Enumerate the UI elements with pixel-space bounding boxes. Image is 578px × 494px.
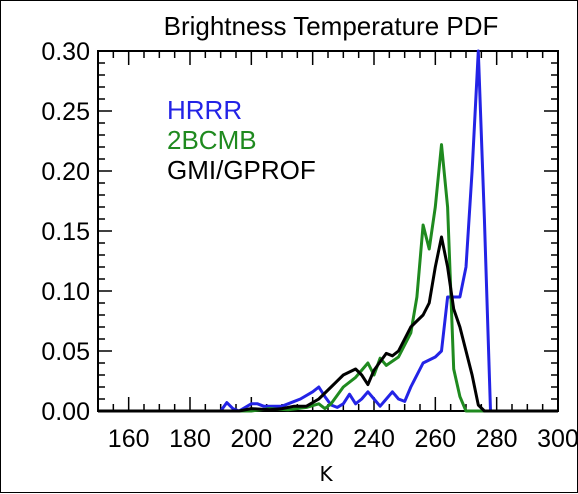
x-tick-label: 300	[537, 425, 578, 453]
y-tick-label: 0.00	[41, 398, 90, 426]
x-tick-label: 200	[230, 425, 272, 453]
y-tick-label: 0.15	[41, 218, 90, 246]
series-line-gmi-gprof	[98, 235, 558, 413]
legend-entry-gmi-gprof: GMI/GPROF	[167, 155, 316, 185]
x-tick-label: 180	[169, 425, 211, 453]
x-tick-label: 220	[292, 425, 334, 453]
axes: 160 180 200 220 240 260 280 300 0.00 0.05 0.10 0.15…	[41, 38, 578, 453]
chart-title: Brightness Temperature PDF	[164, 11, 499, 41]
series-line-2bcmb	[98, 143, 558, 413]
y-tick-label: 0.20	[41, 158, 90, 186]
y-tick-label: 0.25	[41, 98, 90, 126]
x-tick-label: 280	[476, 425, 518, 453]
y-tick-label: 0.30	[41, 38, 90, 66]
series-line-hrrr	[98, 49, 558, 413]
y-tick-label: 0.05	[41, 338, 90, 366]
x-tick-label: 160	[108, 425, 150, 453]
series-layer	[98, 49, 558, 413]
x-tick-label: 240	[353, 425, 395, 453]
x-axis-label: K	[319, 462, 333, 486]
legend-entry-hrrr: HRRR	[167, 95, 242, 125]
y-tick-label: 0.10	[41, 278, 90, 306]
legend-entry-2bcmb: 2BCMB	[167, 125, 257, 155]
x-tick-label: 260	[414, 425, 456, 453]
